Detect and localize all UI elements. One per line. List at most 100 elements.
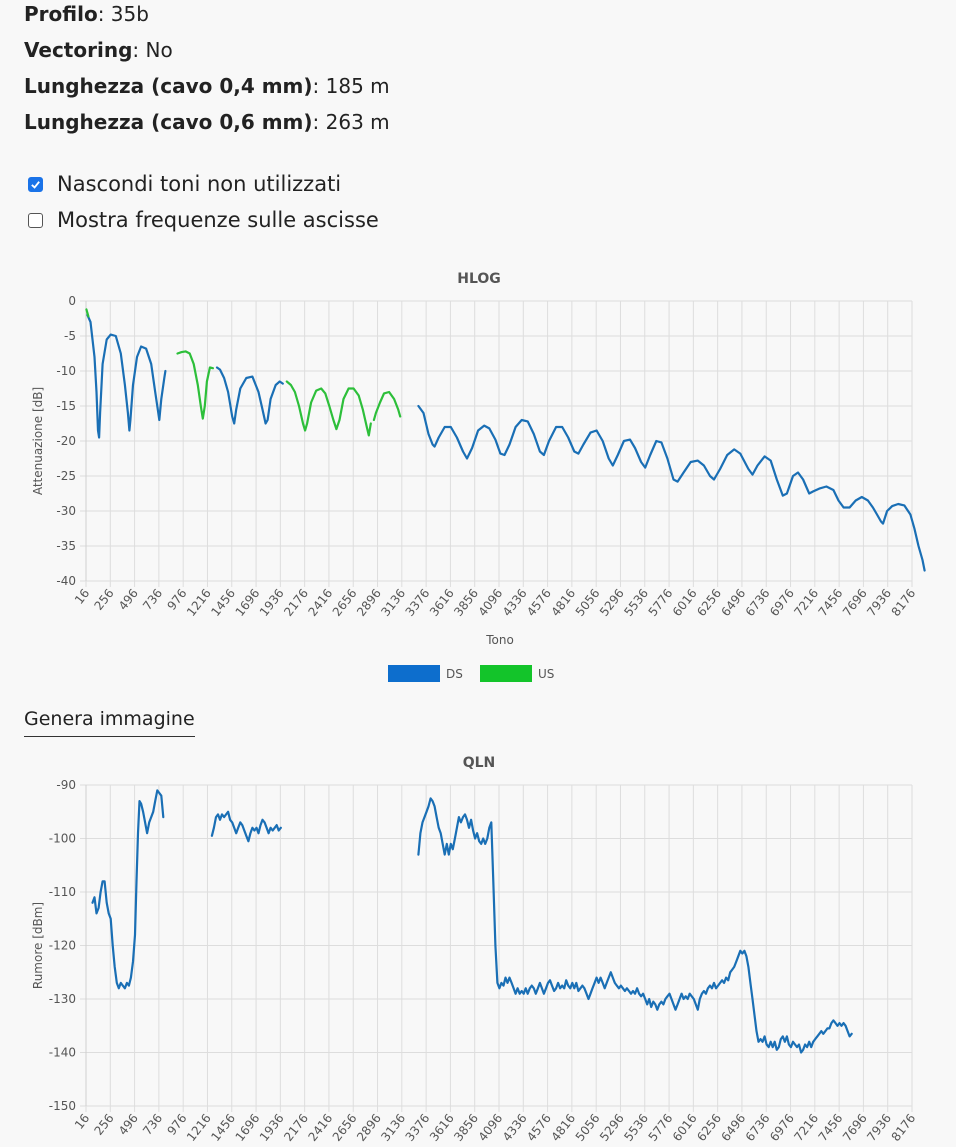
x-tick-label: 256 <box>92 1111 117 1138</box>
x-tick-label: 7936 <box>864 1111 894 1144</box>
x-tick-label: 16 <box>72 1111 92 1132</box>
legend-label-ds: DS <box>446 667 463 681</box>
x-tick-label: 736 <box>140 586 165 613</box>
x-tick-label: 7696 <box>840 586 870 619</box>
info-label: Lunghezza (cavo 0,4 mm) <box>24 74 313 98</box>
y-tick-label: -150 <box>49 1099 76 1113</box>
x-tick-label: 7216 <box>791 586 821 619</box>
y-tick-label: -10 <box>56 364 76 378</box>
x-tick-label: 7696 <box>840 1111 870 1144</box>
x-tick-label: 6256 <box>694 1111 724 1144</box>
x-tick-label: 3616 <box>427 1111 457 1144</box>
y-tick-label: -15 <box>56 399 76 413</box>
x-tick-label: 3136 <box>378 1111 408 1144</box>
x-tick-label: 1696 <box>233 1111 263 1144</box>
info-value: 35b <box>110 2 149 26</box>
y-axis-label: Attenuazione [dB] <box>31 387 45 495</box>
us-series-line <box>372 390 402 422</box>
info-label: Vectoring <box>24 38 133 62</box>
x-tick-label: 2416 <box>305 1111 335 1144</box>
x-tick-label: 16 <box>72 586 92 607</box>
hide-unused-tones-checkbox[interactable] <box>28 176 43 192</box>
legend-swatch-ds <box>388 665 440 682</box>
x-axis-label: Tono <box>485 633 514 647</box>
x-tick-label: 4576 <box>524 1111 554 1144</box>
info-length-04: Lunghezza (cavo 0,4 mm): 185 m <box>24 74 390 98</box>
x-tick-label: 7936 <box>864 586 894 619</box>
generate-image-button[interactable]: Genera immagine <box>24 708 195 737</box>
x-tick-label: 496 <box>116 586 141 613</box>
y-tick-label: -130 <box>49 992 76 1006</box>
info-value: No <box>145 38 173 62</box>
x-tick-label: 5776 <box>646 1111 676 1144</box>
line-info: Profilo: 35b Vectoring: No Lunghezza (ca… <box>24 0 390 144</box>
x-tick-label: 4576 <box>524 586 554 619</box>
x-tick-label: 5536 <box>621 1111 651 1144</box>
show-frequencies-label[interactable]: Mostra frequenze sulle ascisse <box>57 208 379 232</box>
y-tick-label: -5 <box>64 329 76 343</box>
x-tick-label: 2896 <box>354 586 384 619</box>
x-tick-label: 6736 <box>743 586 773 619</box>
info-length-06: Lunghezza (cavo 0,6 mm): 263 m <box>24 110 390 134</box>
x-tick-label: 4096 <box>476 1111 506 1144</box>
x-tick-label: 3136 <box>378 586 408 619</box>
x-tick-label: 2176 <box>281 1111 311 1144</box>
x-tick-label: 5536 <box>621 586 651 619</box>
chart-title: QLN <box>463 755 496 771</box>
x-tick-label: 8176 <box>889 586 919 619</box>
y-tick-label: 0 <box>68 294 76 308</box>
x-tick-label: 1216 <box>184 586 214 619</box>
ds-series-line <box>86 313 167 439</box>
y-tick-label: -110 <box>49 885 76 899</box>
x-tick-label: 1936 <box>257 586 287 619</box>
x-tick-label: 4336 <box>500 1111 530 1144</box>
y-tick-label: -40 <box>56 574 76 588</box>
show-frequencies-option[interactable]: Mostra frequenze sulle ascisse <box>28 202 379 238</box>
x-tick-label: 2176 <box>281 586 311 619</box>
ds-series-line <box>215 366 284 425</box>
x-tick-label: 7216 <box>791 1111 821 1144</box>
x-tick-label: 6736 <box>743 1111 773 1144</box>
chart-title: HLOG <box>457 271 501 287</box>
x-tick-label: 3376 <box>403 586 433 619</box>
x-tick-label: 6496 <box>718 586 748 619</box>
y-axis-label: Rumore [dBm] <box>31 902 45 989</box>
info-vectoring: Vectoring: No <box>24 38 173 62</box>
data-series-line <box>210 810 282 843</box>
x-tick-label: 4816 <box>548 586 578 619</box>
us-series-line <box>176 350 214 420</box>
y-tick-label: -35 <box>56 539 76 553</box>
data-series-line <box>91 789 165 990</box>
hide-unused-tones-label[interactable]: Nascondi toni non utilizzati <box>57 172 342 196</box>
x-tick-label: 1456 <box>208 1111 238 1144</box>
x-tick-label: 4336 <box>500 586 530 619</box>
x-tick-label: 2416 <box>305 586 335 619</box>
data-series-line <box>417 797 853 1054</box>
y-tick-label: -30 <box>56 504 76 518</box>
x-tick-label: 7456 <box>816 586 846 619</box>
x-tick-label: 5056 <box>573 1111 603 1144</box>
x-tick-label: 1216 <box>184 1111 214 1144</box>
x-tick-label: 4096 <box>476 586 506 619</box>
x-tick-label: 6976 <box>767 1111 797 1144</box>
show-frequencies-checkbox[interactable] <box>28 212 43 228</box>
x-tick-label: 5296 <box>597 586 627 619</box>
info-value: 263 m <box>325 110 390 134</box>
info-profile: Profilo: 35b <box>24 2 149 26</box>
x-tick-label: 5296 <box>597 1111 627 1144</box>
us-series-line <box>285 380 372 437</box>
y-tick-label: -25 <box>56 469 76 483</box>
x-tick-label: 6976 <box>767 586 797 619</box>
ds-series-line <box>417 404 926 572</box>
hide-unused-tones-option[interactable]: Nascondi toni non utilizzati <box>28 166 379 202</box>
x-tick-label: 6256 <box>694 586 724 619</box>
x-tick-label: 5056 <box>573 586 603 619</box>
x-tick-label: 496 <box>116 1111 141 1138</box>
x-tick-label: 1936 <box>257 1111 287 1144</box>
x-tick-label: 5776 <box>646 586 676 619</box>
check-icon <box>31 180 40 189</box>
x-tick-label: 256 <box>92 586 117 613</box>
y-tick-label: -90 <box>56 778 76 792</box>
